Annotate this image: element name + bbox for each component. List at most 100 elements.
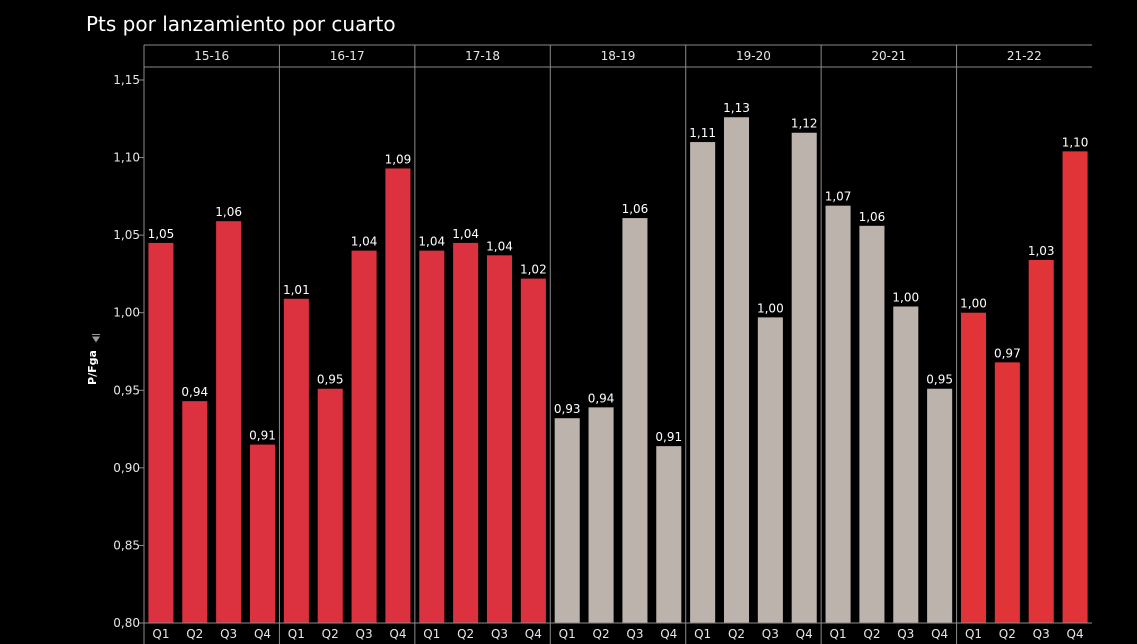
season-panels: 1,050,941,060,911,010,951,041,091,041,04… <box>148 45 1088 644</box>
x-tick-label: Q2 <box>186 627 203 641</box>
bar-19-20-Q4[interactable] <box>791 132 817 623</box>
bar-20-21-Q3[interactable] <box>893 306 919 623</box>
season-label: 18-19 <box>601 49 636 63</box>
x-tick-label: Q4 <box>796 627 813 641</box>
data-label: 1,01 <box>283 283 310 297</box>
bar-21-22-Q3[interactable] <box>1028 259 1054 623</box>
data-label: 1,13 <box>723 101 750 115</box>
season-label: 15-16 <box>194 49 229 63</box>
data-label: 1,04 <box>351 235 378 249</box>
bar-20-21-Q4[interactable] <box>927 388 953 623</box>
bar-17-18-Q4[interactable] <box>520 278 546 623</box>
bar-16-17-Q2[interactable] <box>317 388 343 623</box>
bar-15-16-Q1[interactable] <box>148 242 174 623</box>
data-label: 1,06 <box>622 202 649 216</box>
x-tick-label: Q3 <box>491 627 508 641</box>
bar-18-19-Q4[interactable] <box>656 446 682 623</box>
x-tick-label: Q1 <box>559 627 576 641</box>
y-axis-title: P/Fga <box>86 350 99 385</box>
data-label: 0,94 <box>181 385 208 399</box>
x-tick-label: Q1 <box>288 627 305 641</box>
data-label: 1,00 <box>960 297 987 311</box>
data-label: 1,02 <box>520 263 547 277</box>
sort-descending-icon[interactable] <box>92 334 100 343</box>
data-label: 1,11 <box>689 126 716 140</box>
y-tick-label: 0,85 <box>113 538 140 552</box>
season-panel-18-19: 0,93 0,94 1,06 0,91 <box>554 45 687 644</box>
x-tick-label: Q2 <box>999 627 1016 641</box>
bar-15-16-Q3[interactable] <box>216 221 242 623</box>
data-label: 1,06 <box>859 210 886 224</box>
season-panel-21-22: 1,00 0,97 1,03 1,10 <box>960 135 1088 623</box>
bar-16-17-Q4[interactable] <box>385 168 411 623</box>
x-tick-label: Q4 <box>1067 627 1084 641</box>
y-tick-label: 1,15 <box>113 73 140 87</box>
bar-19-20-Q1[interactable] <box>690 142 716 624</box>
data-label: 0,97 <box>994 346 1021 360</box>
data-label: 1,10 <box>1062 135 1089 149</box>
x-tick-label: Q2 <box>457 627 474 641</box>
x-tick-label: Q3 <box>762 627 779 641</box>
x-tick-label: Q3 <box>1033 627 1050 641</box>
data-label: 0,91 <box>249 429 276 443</box>
x-tick-label: Q1 <box>423 627 440 641</box>
y-tick-label: 1,10 <box>113 151 140 165</box>
bar-19-20-Q2[interactable] <box>723 117 750 623</box>
bar-16-17-Q1[interactable] <box>283 298 309 623</box>
data-label: 0,95 <box>926 373 953 387</box>
data-label: 1,06 <box>215 205 242 219</box>
bar-15-16-Q4[interactable] <box>249 444 276 623</box>
data-label: 1,04 <box>486 239 513 253</box>
bar-21-22-Q4[interactable] <box>1062 151 1088 623</box>
bar-16-17-Q3[interactable] <box>351 250 377 623</box>
chart-title: Pts por lanzamiento por cuarto <box>86 12 396 36</box>
season-header-row: 15-16 16-17 17-18 18-19 19-20 20-21 21-22 <box>144 44 1092 68</box>
season-label: 17-18 <box>465 49 500 63</box>
x-tick-label: Q2 <box>322 627 339 641</box>
bar-19-20-Q3[interactable] <box>757 317 783 623</box>
season-panel-19-20: 1,11 1,13 1,00 1,12 <box>689 45 822 644</box>
y-tick-label: 0,90 <box>113 461 140 475</box>
x-tick-label: Q2 <box>593 627 610 641</box>
data-label: 0,95 <box>317 373 344 387</box>
season-panel-20-21: 1,07 1,06 1,00 0,95 <box>825 45 958 644</box>
season-panel-15-16: 1,05 0,94 1,06 0,91 <box>148 45 280 644</box>
x-tick-label: Q4 <box>660 627 677 641</box>
data-label: 1,12 <box>791 117 818 131</box>
bar-17-18-Q1[interactable] <box>419 250 445 623</box>
x-tick-label: Q4 <box>931 627 948 641</box>
data-label: 0,93 <box>554 402 581 416</box>
x-tick-label: Q4 <box>254 627 271 641</box>
x-tick-label: Q3 <box>220 627 237 641</box>
data-label: 1,00 <box>757 301 784 315</box>
data-label: 1,09 <box>385 152 412 166</box>
x-tick-label: Q3 <box>626 627 643 641</box>
season-panel-17-18: 1,04 1,04 1,04 1,02 <box>418 45 551 644</box>
y-axis: 0,80 0,85 0,90 0,95 1,00 1,05 1,10 1,15 P/Fga <box>86 45 145 644</box>
bar-21-22-Q1[interactable] <box>960 312 987 623</box>
data-label: 0,91 <box>655 430 682 444</box>
data-label: 0,94 <box>588 391 615 405</box>
data-label: 1,04 <box>452 227 479 241</box>
bar-18-19-Q1[interactable] <box>554 418 580 623</box>
bar-21-22-Q2[interactable] <box>994 362 1020 623</box>
x-tick-label: Q1 <box>694 627 711 641</box>
season-panel-16-17: 1,01 0,95 1,04 1,09 <box>283 45 416 644</box>
y-tick-label: 0,80 <box>113 616 140 630</box>
y-tick-label: 1,05 <box>113 228 140 242</box>
bar-15-16-Q2[interactable] <box>182 401 208 623</box>
y-tick-label: 0,95 <box>113 383 140 397</box>
bar-17-18-Q3[interactable] <box>486 255 513 623</box>
bar-20-21-Q1[interactable] <box>825 205 851 623</box>
bar-20-21-Q2[interactable] <box>859 225 885 623</box>
x-tick-label: Q2 <box>863 627 880 641</box>
x-tick-label: Q2 <box>728 627 745 641</box>
bar-18-19-Q3[interactable] <box>622 218 648 623</box>
data-label: 1,03 <box>1028 244 1055 258</box>
bar-17-18-Q2[interactable] <box>453 242 479 623</box>
season-label: 19-20 <box>736 49 771 63</box>
x-tick-label: Q3 <box>897 627 914 641</box>
x-tick-label: Q1 <box>830 627 847 641</box>
bar-18-19-Q2[interactable] <box>588 407 614 623</box>
